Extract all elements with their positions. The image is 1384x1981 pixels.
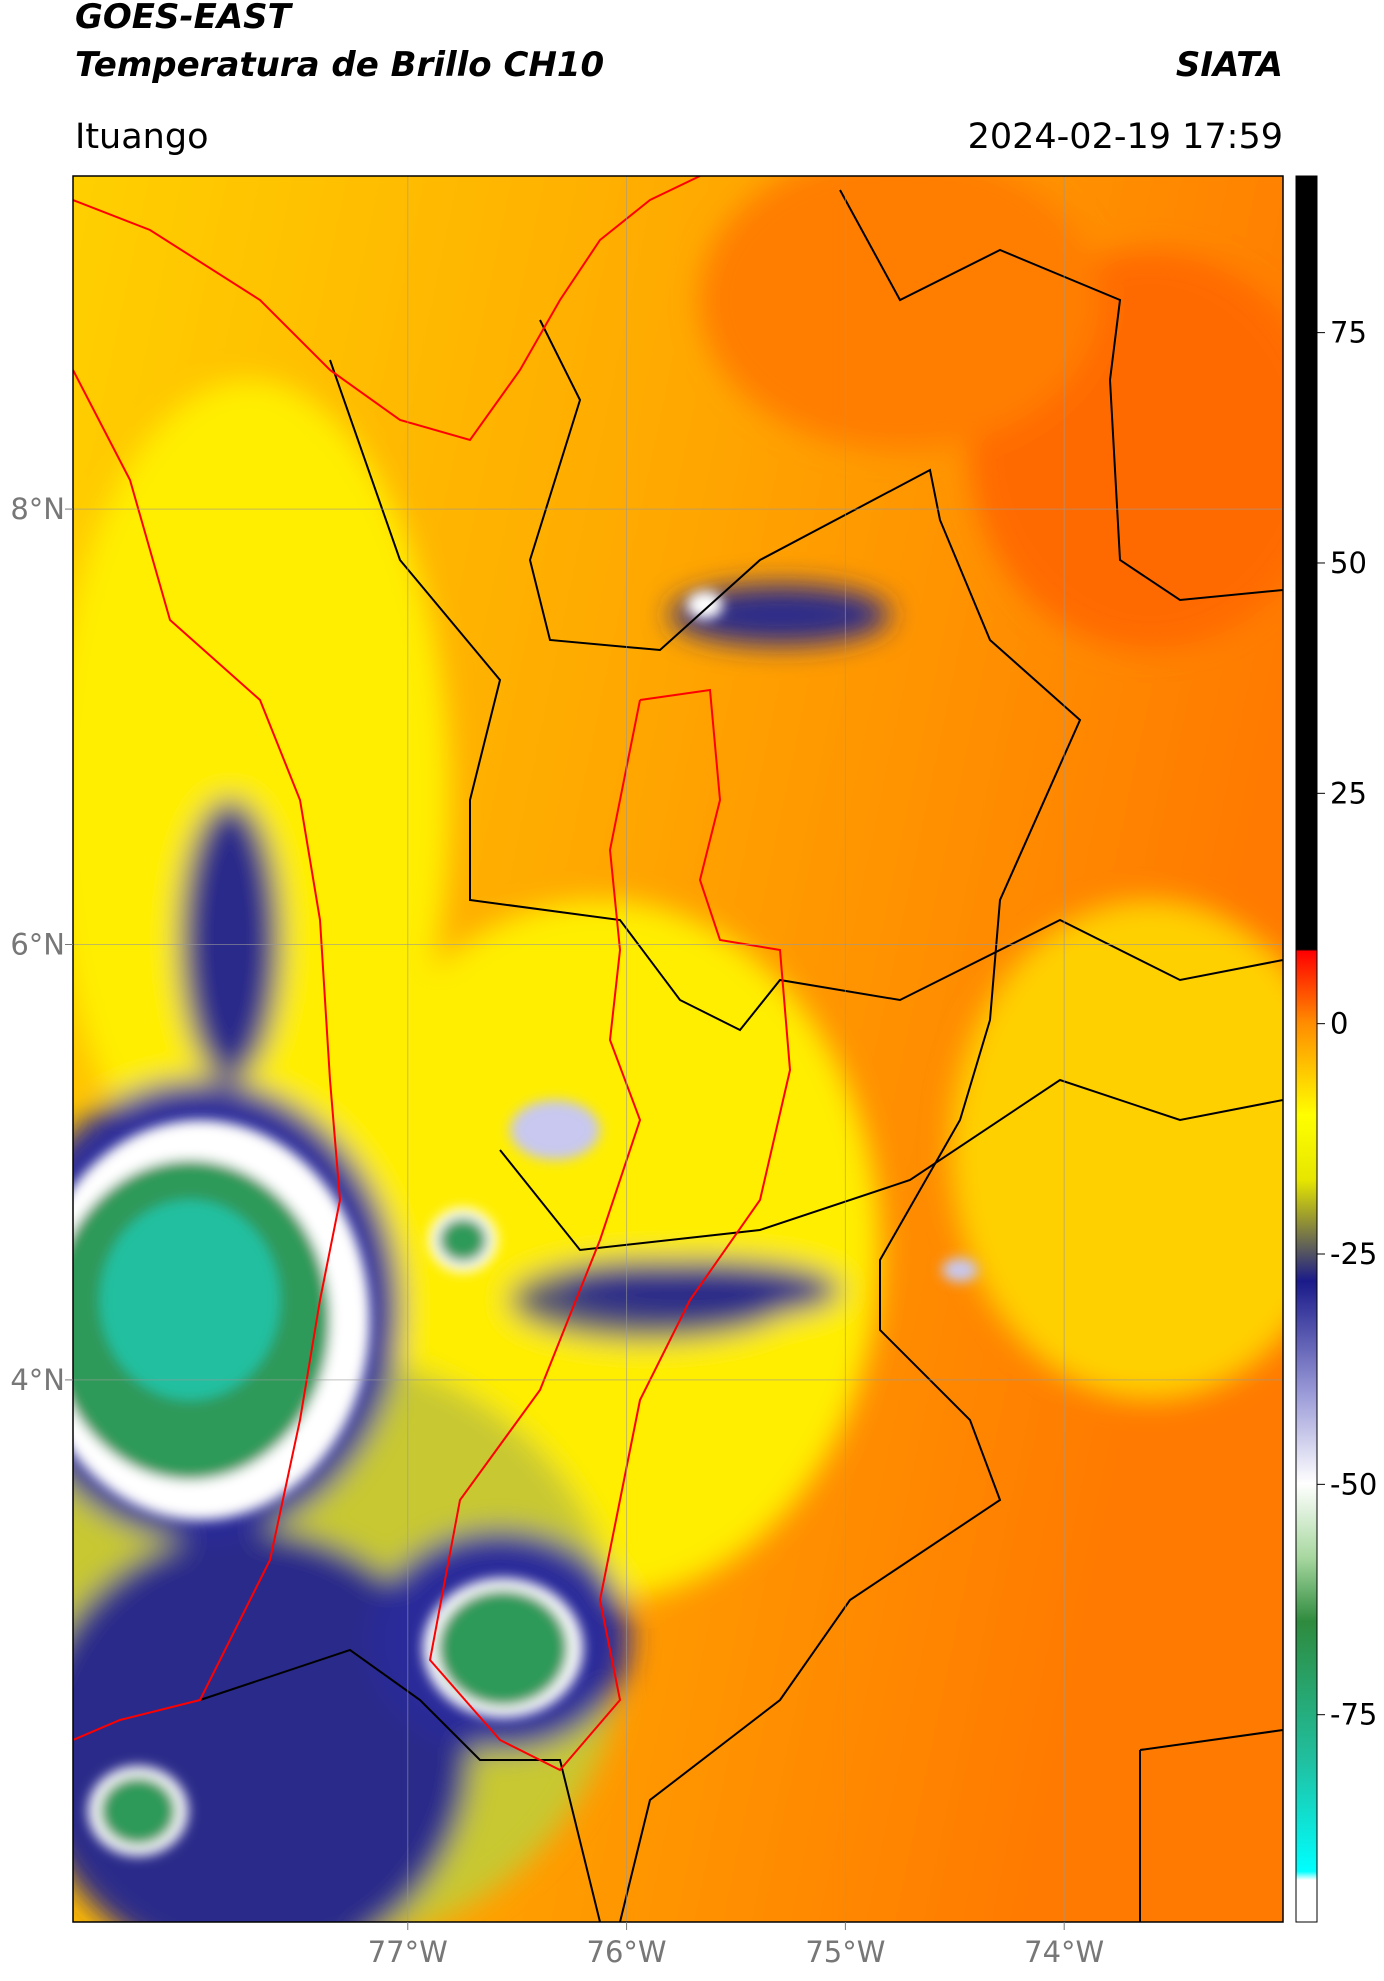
x-tick-label: 77°W bbox=[368, 1935, 448, 1969]
y-tick-label: 4°N bbox=[10, 1363, 65, 1397]
map-frame bbox=[72, 175, 1284, 1923]
colorbar-tick-label: -75 bbox=[1330, 1698, 1377, 1732]
colorbar-tick-label: -25 bbox=[1330, 1237, 1377, 1271]
colorbar-tick-label: 25 bbox=[1330, 776, 1367, 810]
colorbar bbox=[1295, 175, 1318, 1923]
subtitle: Temperatura de Brillo CH10 bbox=[75, 45, 604, 85]
brand: SIATA bbox=[1176, 45, 1283, 85]
title: GOES-EAST bbox=[75, 0, 294, 37]
colorbar-tick-label: 75 bbox=[1330, 316, 1367, 350]
x-tick-label: 75°W bbox=[805, 1935, 885, 1969]
datetime: 2024-02-19 17:59 bbox=[968, 117, 1283, 157]
colorbar-tick-label: -50 bbox=[1330, 1467, 1377, 1501]
y-tick-label: 6°N bbox=[10, 928, 65, 962]
y-tick-label: 8°N bbox=[10, 492, 65, 526]
colorbar-tick-label: 50 bbox=[1330, 546, 1367, 580]
satellite-image bbox=[73, 176, 1283, 1922]
x-tick-label: 76°W bbox=[587, 1935, 667, 1969]
location: Ituango bbox=[75, 117, 209, 157]
x-tick-label: 74°W bbox=[1024, 1935, 1104, 1969]
colorbar-tick-label: 0 bbox=[1330, 1007, 1348, 1041]
grid bbox=[73, 176, 1283, 1922]
